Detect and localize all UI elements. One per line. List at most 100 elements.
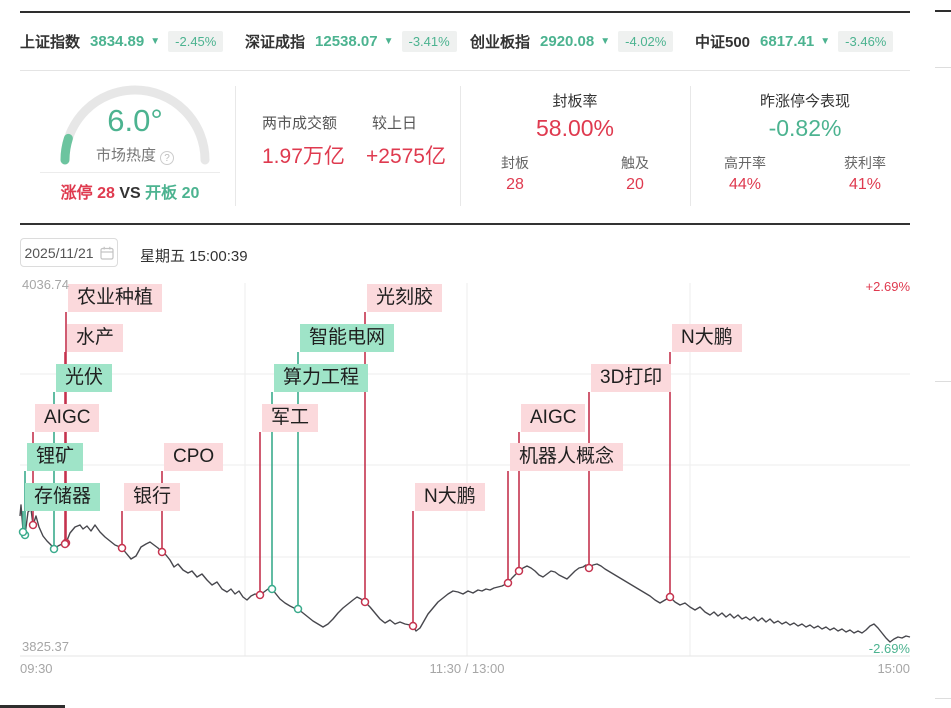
index-value: 12538.07 xyxy=(315,32,378,50)
limit-up-vs-open-board: 涨停 28 VS 开板 20 xyxy=(20,179,240,203)
y-axis-top-value: 4036.74 xyxy=(22,277,69,292)
yesterday-perf-sublabels: 高开率 获利率 xyxy=(710,153,900,173)
sector-event-label[interactable]: N大鹏 xyxy=(415,483,485,511)
sector-event-label[interactable]: 机器人概念 xyxy=(510,443,624,471)
index-name: 创业板指 xyxy=(470,33,531,51)
price-line xyxy=(19,504,911,643)
panel-divider xyxy=(235,86,236,206)
sector-event-label[interactable]: AIGC xyxy=(521,404,586,432)
sector-event-label[interactable]: 光伏 xyxy=(56,364,113,392)
yesterday-perf-value: -0.82% xyxy=(768,115,842,141)
info-icon[interactable]: ? xyxy=(160,151,174,165)
date-value: 2025/11/21 xyxy=(24,244,94,261)
event-marker xyxy=(28,520,38,530)
sector-event-label[interactable]: N大鹏 xyxy=(672,324,742,352)
event-marker xyxy=(408,621,418,631)
turnover-vs-value: +2575亿 xyxy=(366,145,446,168)
sector-event-label[interactable]: 锂矿 xyxy=(27,443,84,471)
event-marker xyxy=(360,597,370,607)
right-strip-dash xyxy=(935,10,951,12)
sector-event-label[interactable]: 光刻胶 xyxy=(367,284,443,312)
weekday-time: 星期五 15:00:39 xyxy=(140,248,248,265)
sealed-value: 28 xyxy=(506,176,524,193)
event-marker xyxy=(61,538,71,548)
event-marker xyxy=(60,539,70,549)
sector-event-label[interactable]: CPO xyxy=(164,443,224,471)
index-name: 深证成指 xyxy=(245,33,306,51)
top-border xyxy=(20,11,910,13)
right-strip-dash xyxy=(935,381,951,382)
event-marker xyxy=(665,592,675,602)
index-item[interactable]: 中证500 6817.41 ▼ -3.46% xyxy=(695,30,920,52)
bottom-border xyxy=(0,705,65,708)
index-value: 2920.08 xyxy=(540,32,595,50)
seal-rate-title: 封板率 xyxy=(552,93,598,110)
high-open-label: 高开率 xyxy=(724,155,766,171)
seal-rate-sublabels: 封板 触及 xyxy=(480,153,670,173)
sector-event-label[interactable]: 存储器 xyxy=(25,483,101,511)
x-tick-0930: 09:30 xyxy=(20,661,53,676)
index-ticker-bar: 上证指数 3834.89 ▼ -2.45% 深证成指 12538.07 ▼ -3.41% 创业板… xyxy=(20,24,925,58)
open-board-count: 20 xyxy=(181,185,200,202)
change-badge: -3.41% xyxy=(401,30,457,52)
index-value: 3834.89 xyxy=(90,32,145,50)
yesterday-perf-subvalues: 44% 41% xyxy=(710,176,900,194)
down-triangle-icon: ▼ xyxy=(820,35,831,47)
seal-rate-subvalues: 28 20 xyxy=(480,176,670,194)
sector-event-label[interactable]: 银行 xyxy=(124,483,181,511)
limit-up-label: 涨停 xyxy=(60,185,93,202)
sector-event-label[interactable]: 军工 xyxy=(262,404,319,432)
down-triangle-icon: ▼ xyxy=(150,35,161,47)
event-marker xyxy=(117,543,127,553)
gauge-fill xyxy=(60,133,73,165)
event-marker xyxy=(503,578,513,588)
section-separator xyxy=(20,223,910,225)
y-axis-top-percent: +2.69% xyxy=(865,279,910,294)
x-tick-1500: 15:00 xyxy=(877,661,910,676)
event-marker xyxy=(584,563,594,573)
event-marker xyxy=(49,544,59,554)
vs-label: VS xyxy=(119,185,141,202)
sector-event-label[interactable]: 算力工程 xyxy=(274,364,369,392)
x-tick-noon: 11:30 / 13:00 xyxy=(429,661,505,676)
divider xyxy=(40,172,220,173)
open-board-label: 开板 xyxy=(145,185,178,202)
date-picker[interactable]: 2025/11/21 xyxy=(20,238,118,267)
panel-divider xyxy=(460,86,461,206)
turnover-label: 两市成交额 xyxy=(262,115,338,132)
high-open-value: 44% xyxy=(728,176,762,193)
change-badge: -2.45% xyxy=(168,30,224,52)
index-item[interactable]: 创业板指 2920.08 ▼ -4.02% xyxy=(470,30,695,52)
index-name: 中证500 xyxy=(695,33,751,51)
turnover-value: 1.97万亿 xyxy=(262,145,345,168)
down-triangle-icon: ▼ xyxy=(383,35,394,47)
down-triangle-icon: ▼ xyxy=(600,35,611,47)
index-name: 上证指数 xyxy=(20,33,81,51)
gauge-track xyxy=(60,85,210,165)
y-axis-bottom-value: 3825.37 xyxy=(22,639,69,654)
event-marker xyxy=(267,584,277,594)
market-heat-gauge xyxy=(60,85,210,165)
right-strip-dash xyxy=(935,698,951,699)
calendar-icon xyxy=(99,246,114,260)
market-heat-value: 6.0° xyxy=(107,103,163,138)
event-marker xyxy=(20,530,30,540)
index-value: 6817.41 xyxy=(760,32,815,50)
sector-event-label[interactable]: 水产 xyxy=(67,324,124,352)
y-axis-bottom-percent: -2.69% xyxy=(868,641,910,656)
turnover-vs-label: 较上日 xyxy=(372,115,418,132)
sealed-label: 封板 xyxy=(501,155,529,171)
profit-label: 获利率 xyxy=(844,155,886,171)
sector-event-label[interactable]: AIGC xyxy=(35,404,100,432)
event-marker xyxy=(255,590,265,600)
sector-event-label[interactable]: 智能电网 xyxy=(300,324,395,352)
index-item[interactable]: 深证成指 12538.07 ▼ -3.41% xyxy=(245,30,470,52)
sector-event-label[interactable]: 3D打印 xyxy=(591,364,672,392)
event-marker xyxy=(18,527,28,537)
panel-divider xyxy=(690,86,691,206)
market-heat-label: 市场热度? xyxy=(45,144,225,165)
limit-up-count: 28 xyxy=(97,185,115,202)
index-item[interactable]: 上证指数 3834.89 ▼ -2.45% xyxy=(20,30,245,52)
sector-event-label[interactable]: 农业种植 xyxy=(68,284,163,312)
